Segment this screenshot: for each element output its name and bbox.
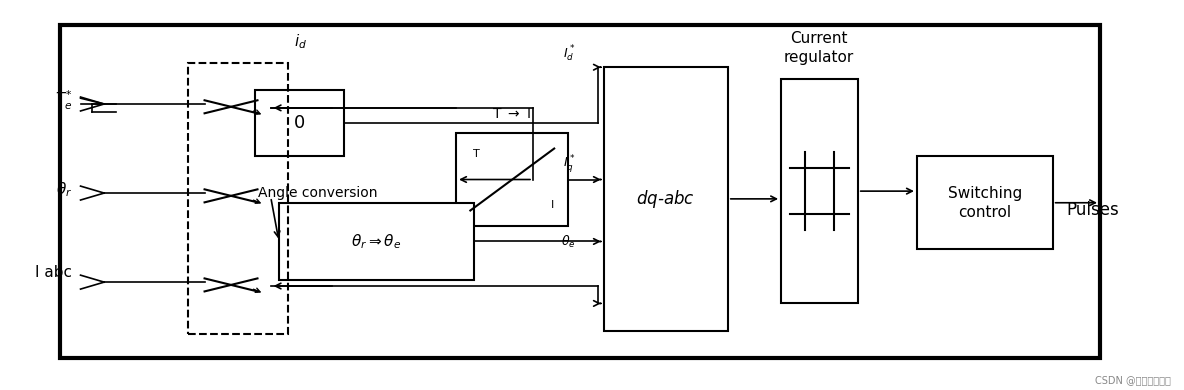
Text: I abc: I abc — [36, 265, 72, 280]
Text: I: I — [551, 200, 554, 211]
Text: CSDN @电力系统代码: CSDN @电力系统代码 — [1095, 375, 1171, 385]
Text: $dq$-abc: $dq$-abc — [637, 188, 695, 210]
Bar — [188, 63, 289, 334]
Text: $T_e^{*}$: $T_e^{*}$ — [54, 89, 72, 112]
Bar — [60, 25, 1100, 358]
Text: 0: 0 — [294, 114, 305, 132]
Text: Pulses: Pulses — [1067, 202, 1120, 220]
Bar — [781, 79, 857, 303]
Text: $I_q^*$: $I_q^*$ — [564, 153, 575, 175]
Bar — [456, 133, 568, 226]
Text: $i_d$: $i_d$ — [294, 33, 307, 51]
Text: $\theta_r \Rightarrow \theta_e$: $\theta_r \Rightarrow \theta_e$ — [352, 232, 401, 251]
Text: Current
regulator: Current regulator — [784, 31, 854, 65]
Bar — [279, 203, 474, 280]
Bar — [916, 156, 1053, 249]
Text: $\theta_r$: $\theta_r$ — [56, 180, 72, 199]
Bar — [604, 67, 728, 331]
Bar — [256, 90, 343, 156]
Text: Switching
control: Switching control — [947, 186, 1022, 220]
Text: $I_d^*$: $I_d^*$ — [564, 44, 575, 64]
Text: T: T — [472, 149, 480, 158]
Text: Angle conversion: Angle conversion — [258, 186, 378, 200]
Text: T $\rightarrow$ I: T $\rightarrow$ I — [493, 107, 532, 121]
Text: $\theta_e$: $\theta_e$ — [561, 234, 575, 250]
